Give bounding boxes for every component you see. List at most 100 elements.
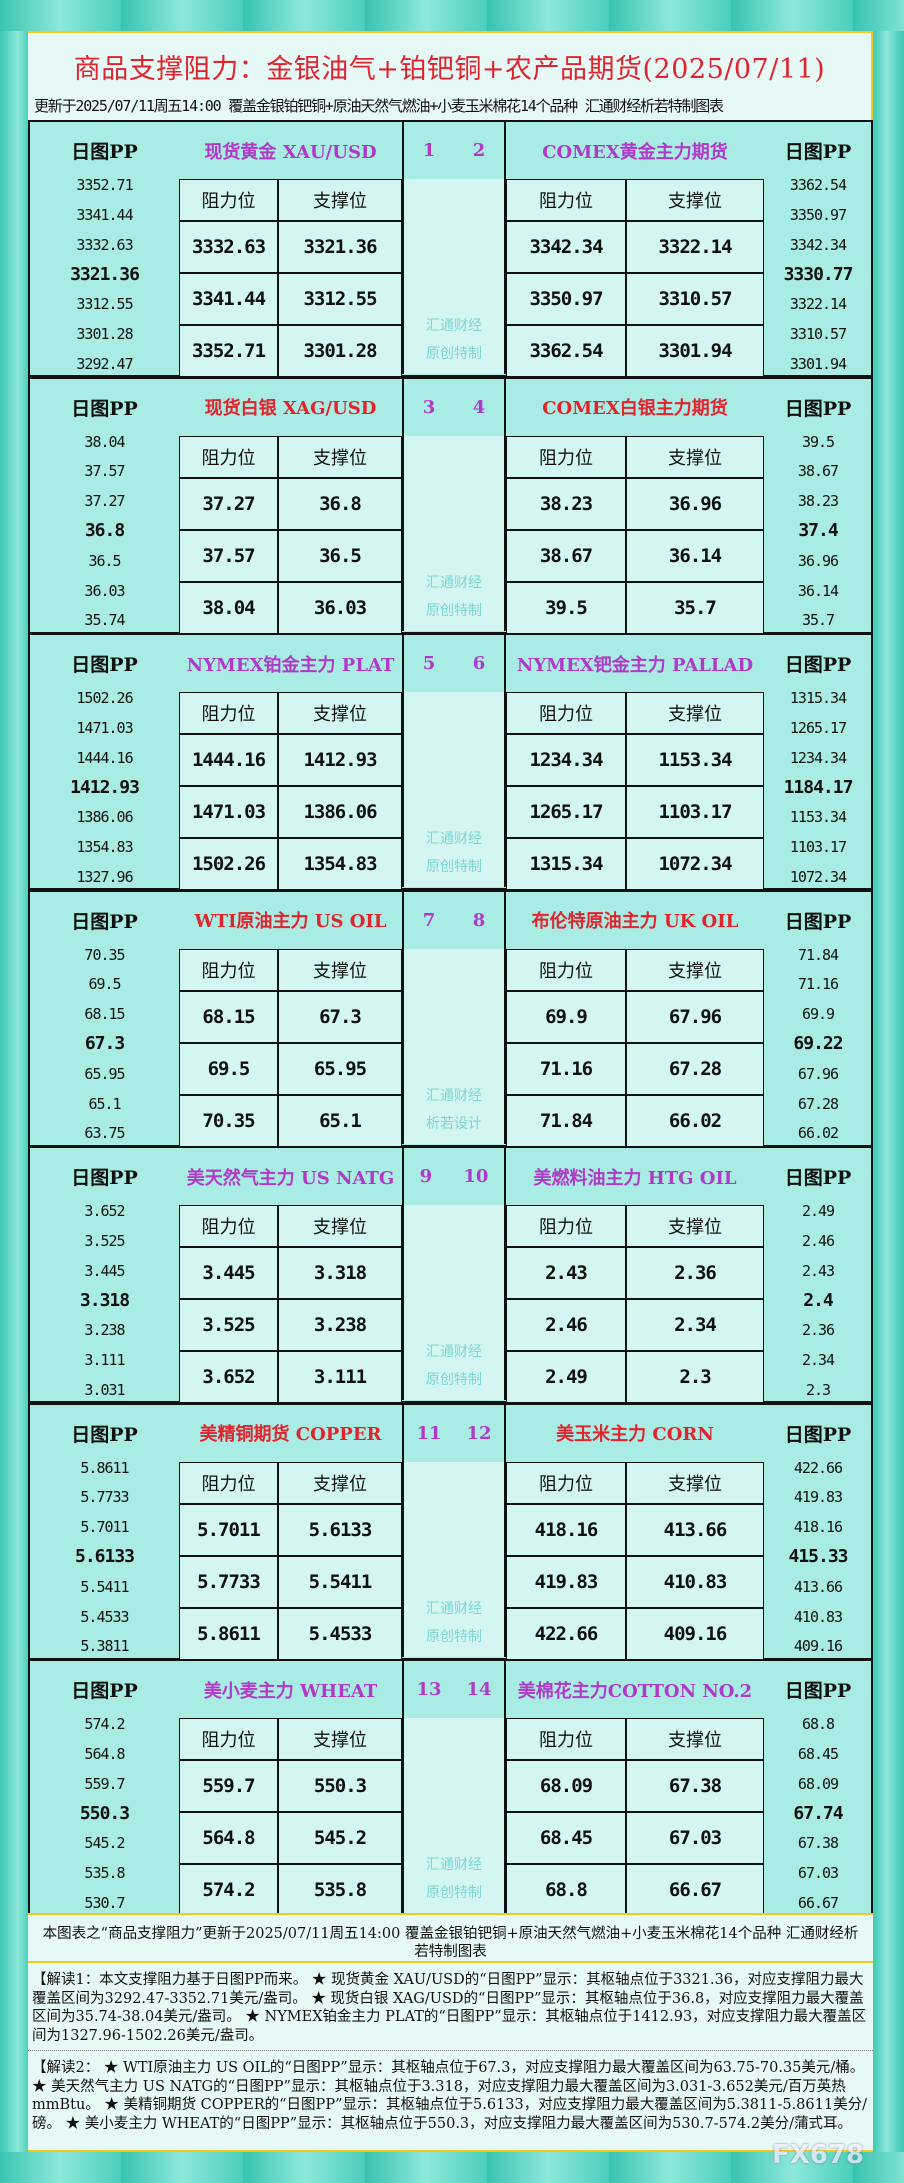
pp-level-value: 66.02 bbox=[797, 1124, 839, 1143]
support-value: 3.318 bbox=[278, 1247, 402, 1299]
pivot-point-value: 67.3 bbox=[84, 1033, 125, 1055]
support-value: 3301.28 bbox=[278, 325, 402, 377]
product-name-right: COMEX白银主力期货 bbox=[542, 398, 728, 419]
watermark-text: 原创特制 bbox=[426, 1628, 482, 1645]
pair-number: 9 bbox=[419, 1166, 433, 1187]
pp-header-left: 日图PP bbox=[71, 910, 138, 933]
pp-level-value: 71.84 bbox=[797, 945, 839, 964]
product-name-left: WTI原油主力 US OIL bbox=[194, 911, 387, 932]
support-value: 1386.06 bbox=[278, 786, 402, 838]
pair-number: 5 bbox=[422, 653, 436, 674]
product-name-left: NYMEX铂金主力 PLAT bbox=[186, 654, 395, 676]
pp-level-value: 1386.06 bbox=[76, 808, 133, 827]
pp-header-right: 日图PP bbox=[784, 397, 852, 420]
watermark-text: 析若设计 bbox=[426, 1115, 482, 1132]
commodity-block: 日图PP 现货黄金 XAU/USD 1 2 COMEX黄金主力期货 日图PP 汇通财经 原创特… bbox=[28, 120, 873, 377]
pp-level-value: 3.525 bbox=[84, 1231, 125, 1250]
pp-level-value: 422.66 bbox=[793, 1458, 843, 1477]
pp-level-value: 545.2 bbox=[84, 1834, 125, 1853]
resistance-header: 阻力位 bbox=[179, 435, 278, 478]
resistance-value: 37.27 bbox=[179, 477, 278, 530]
resistance-header: 阻力位 bbox=[179, 948, 278, 991]
resistance-value: 69.9 bbox=[506, 990, 626, 1043]
pair-number: 14 bbox=[466, 1679, 492, 1700]
pair-number: 2 bbox=[472, 140, 486, 161]
watermark-text: 汇通财经 bbox=[426, 1600, 482, 1617]
support-value: 36.5 bbox=[278, 529, 402, 582]
support-value: 2.3 bbox=[626, 1351, 764, 1403]
middle-column: 汇通财经 原创特制 bbox=[402, 692, 506, 887]
pp-level-value: 3.111 bbox=[84, 1351, 125, 1369]
pp-level-value: 1103.17 bbox=[789, 838, 847, 856]
decorative-frame-top bbox=[0, 0, 904, 31]
support-value: 67.03 bbox=[626, 1812, 764, 1864]
watermark-text: 汇通财经 bbox=[426, 1344, 482, 1360]
pp-level-value: 3322.14 bbox=[789, 295, 847, 314]
resistance-value: 5.7733 bbox=[179, 1555, 278, 1608]
resistance-value: 38.04 bbox=[179, 581, 278, 634]
pp-level-value: 3301.94 bbox=[789, 354, 847, 373]
resistance-header: 阻力位 bbox=[179, 1461, 278, 1504]
commodity-block: 日图PP 现货白银 XAG/USD 3 4 COMEX白银主力期货 日图PP 汇通财经 原创特… bbox=[28, 376, 873, 634]
support-value: 545.2 bbox=[278, 1812, 402, 1864]
support-value: 66.02 bbox=[626, 1094, 764, 1147]
fx678-logo: FX678 bbox=[772, 2140, 865, 2170]
pair-numbers: 11 12 bbox=[402, 1404, 506, 1462]
pp-header-right: 日图PP bbox=[784, 1167, 852, 1189]
pivot-point-value: 3.318 bbox=[79, 1289, 130, 1311]
pp-level-value: 2.46 bbox=[801, 1231, 835, 1250]
pivot-point-value: 550.3 bbox=[79, 1802, 130, 1824]
watermark-text: 原创特制 bbox=[426, 346, 482, 362]
support-value: 3322.14 bbox=[626, 221, 764, 273]
pp-level-value: 68.8 bbox=[801, 1715, 835, 1733]
pp-level-value: 1265.17 bbox=[789, 718, 847, 737]
resistance-value: 3332.63 bbox=[179, 221, 278, 273]
support-value: 5.5411 bbox=[278, 1555, 402, 1608]
pp-level-value: 1502.26 bbox=[76, 689, 133, 707]
pp-level-value: 2.3 bbox=[805, 1380, 831, 1399]
resistance-value: 3341.44 bbox=[179, 273, 278, 325]
pp-level-value: 3292.47 bbox=[76, 354, 133, 373]
decorative-frame-bottom bbox=[0, 2152, 904, 2183]
pivot-point-value: 2.4 bbox=[803, 1289, 834, 1311]
support-value: 3.111 bbox=[278, 1351, 402, 1403]
middle-column: 汇通财经 原创特制 bbox=[402, 179, 506, 374]
pp-level-value: 36.14 bbox=[797, 581, 839, 600]
pp-level-value: 1153.34 bbox=[789, 808, 847, 827]
support-value: 1354.83 bbox=[278, 838, 402, 890]
pp-level-value: 67.38 bbox=[797, 1834, 839, 1853]
product-name-left: 美天然气主力 US NATG bbox=[186, 1167, 395, 1189]
pp-level-value: 68.15 bbox=[84, 1005, 125, 1024]
pp-level-value: 35.7 bbox=[801, 611, 835, 630]
resistance-value: 69.5 bbox=[179, 1042, 278, 1095]
support-header: 支撑位 bbox=[278, 1718, 402, 1760]
pp-level-value: 5.7011 bbox=[80, 1518, 129, 1537]
resistance-value: 422.66 bbox=[506, 1607, 626, 1660]
pp-level-value: 3301.28 bbox=[76, 325, 133, 343]
pp-level-value: 3.445 bbox=[84, 1261, 125, 1280]
pp-level-value: 413.66 bbox=[793, 1577, 843, 1596]
pp-level-value: 67.96 bbox=[797, 1064, 839, 1083]
pp-level-value: 1471.03 bbox=[76, 718, 133, 737]
product-name-right: 美玉米主力 CORN bbox=[556, 1424, 714, 1445]
support-header: 支撑位 bbox=[626, 1205, 764, 1247]
pp-level-value: 65.95 bbox=[84, 1064, 125, 1083]
pair-number: 4 bbox=[472, 396, 486, 418]
product-name-left: 现货白银 XAG/USD bbox=[204, 398, 377, 419]
pp-level-value: 69.9 bbox=[801, 1005, 835, 1024]
pp-level-value: 68.45 bbox=[797, 1744, 839, 1763]
pp-level-value: 3362.54 bbox=[789, 176, 847, 194]
product-name-left: 美精铜期货 COPPER bbox=[199, 1424, 382, 1445]
resistance-value: 70.35 bbox=[179, 1094, 278, 1147]
pp-level-value: 5.4533 bbox=[80, 1607, 129, 1626]
watermark-text: 汇通财经 bbox=[426, 1857, 482, 1873]
pp-level-value: 70.35 bbox=[84, 945, 125, 964]
pp-level-value: 530.7 bbox=[84, 1893, 125, 1912]
title-box: 商品支撑阻力：金银油气+铂钯铜+农产品期货(2025/07/11) 更新于202… bbox=[28, 31, 873, 120]
support-value: 67.28 bbox=[626, 1042, 764, 1095]
pp-level-value: 409.16 bbox=[793, 1637, 843, 1656]
pp-level-value: 5.7733 bbox=[80, 1488, 129, 1507]
pp-level-value: 3342.34 bbox=[789, 235, 847, 254]
interpretation-1: 【解读1：本文支撑阻力基于日图PP而来。 ★ 现货黄金 XAU/USD的“日图P… bbox=[28, 1963, 873, 2051]
pp-level-value: 38.04 bbox=[84, 432, 125, 451]
